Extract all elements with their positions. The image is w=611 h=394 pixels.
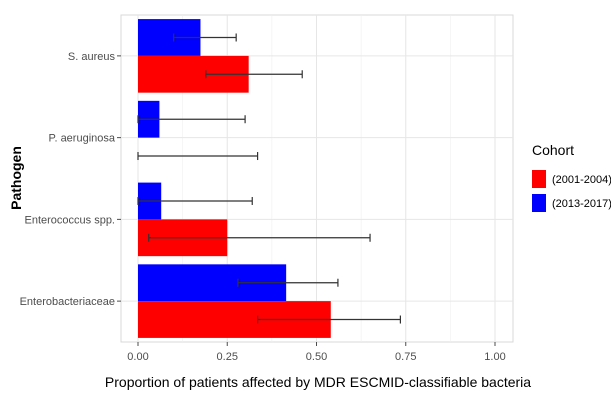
legend-key — [532, 194, 546, 212]
y-tick-labels: S. aureus P. aeruginosa Enterococcus spp. E… — [20, 51, 121, 308]
x-tick-label: 0.00 — [127, 351, 148, 363]
x-tick-label: 0.50 — [306, 351, 327, 363]
legend: Cohort (2001-2004) (2013-2017) — [532, 142, 611, 212]
y-tick-label: Enterococcus spp. — [25, 214, 116, 226]
legend-label: (2001-2004) — [552, 174, 611, 186]
y-axis-title: Pathogen — [8, 146, 24, 210]
error-bars — [137, 33, 401, 324]
y-tick-label: P. aeruginosa — [49, 133, 116, 145]
x-tick-label: 0.75 — [395, 351, 416, 363]
x-tick-labels: 0.00 0.25 0.50 0.75 1.00 — [127, 342, 506, 363]
x-axis-title: Proportion of patients affected by MDR E… — [105, 374, 531, 390]
legend-key — [532, 170, 546, 188]
y-tick-label: Enterobacteriaceae — [20, 296, 115, 308]
y-tick-label: S. aureus — [68, 51, 116, 63]
x-tick-label: 1.00 — [484, 351, 505, 363]
legend-title: Cohort — [532, 142, 574, 158]
legend-label: (2013-2017) — [552, 198, 611, 210]
x-tick-label: 0.25 — [217, 351, 238, 363]
